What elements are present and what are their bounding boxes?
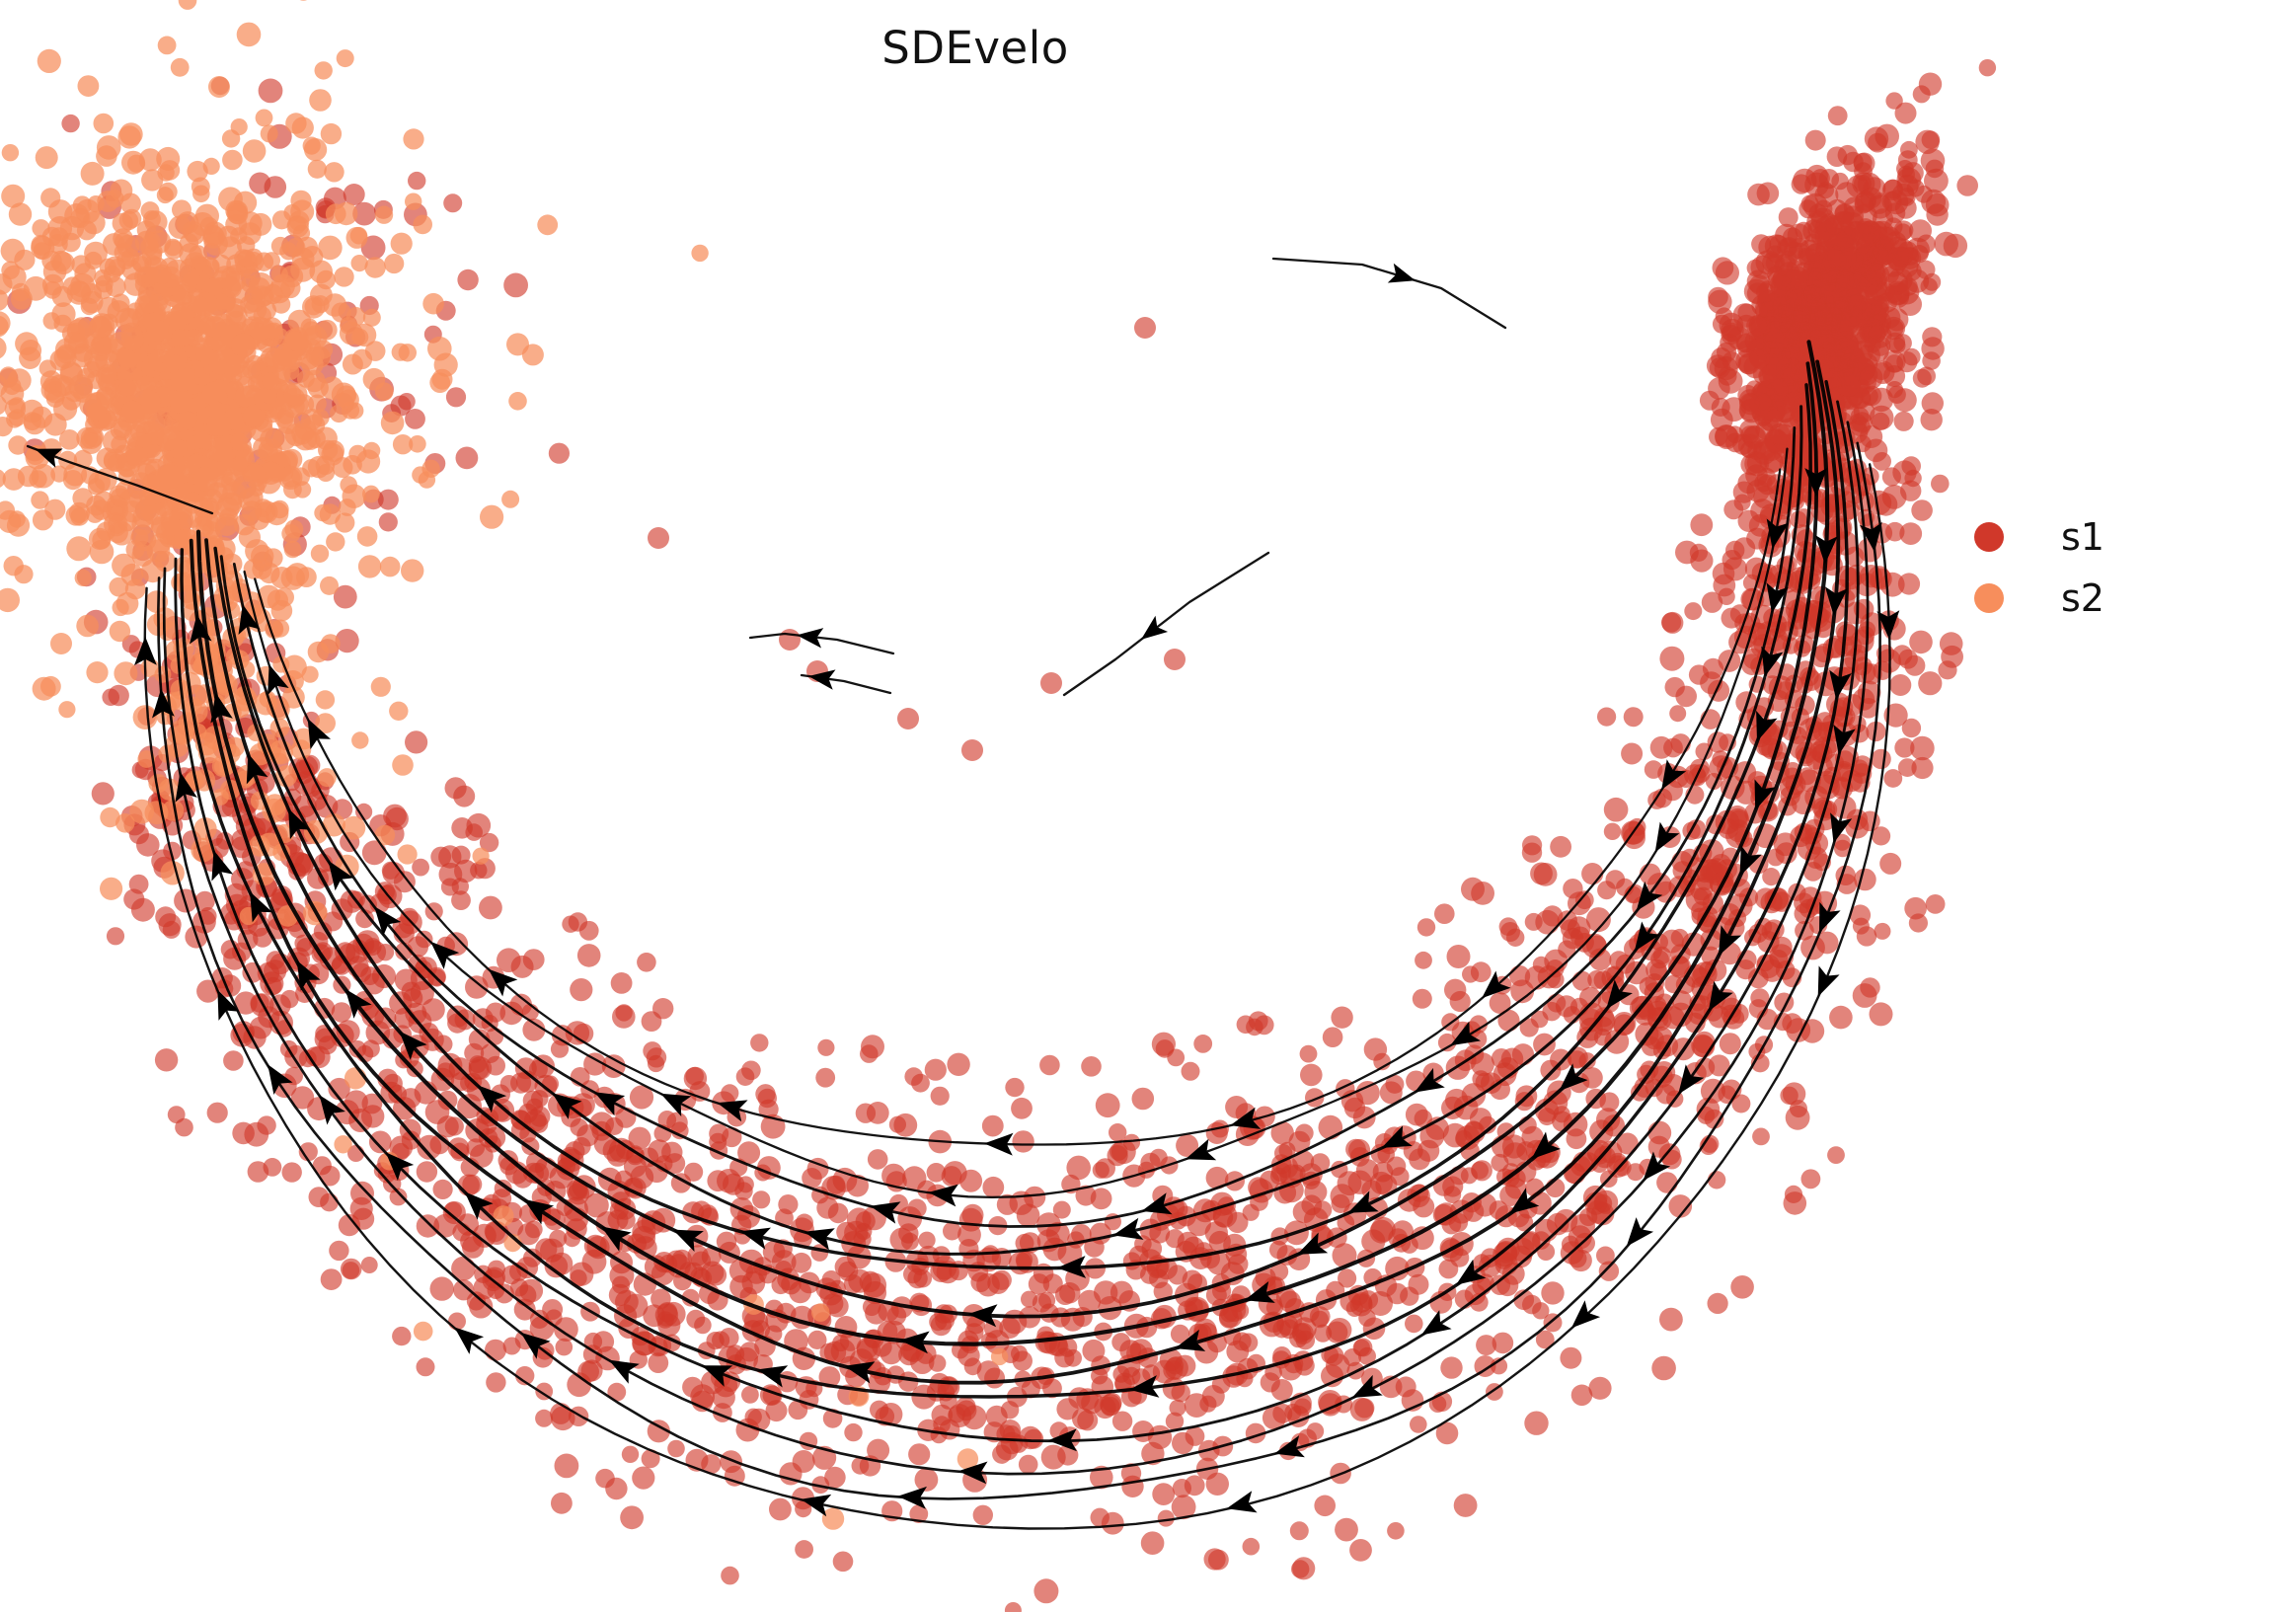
legend-marker-s2 [1974, 583, 2004, 613]
legend-item-s1: s1 [1974, 515, 2105, 559]
chart-title: SDEvelo [881, 22, 1069, 74]
legend-marker-s1 [1974, 522, 2004, 552]
s1-points [0, 58, 1997, 1612]
legend-label-s2: s2 [2061, 576, 2105, 620]
streamline-arrows [35, 263, 1900, 1517]
legend-item-s2: s2 [1974, 576, 2105, 620]
legend: s1 s2 [1974, 515, 2105, 620]
cells-scatter [0, 0, 1997, 1612]
streamlines [26, 257, 1891, 1530]
s2-points [0, 0, 1009, 1530]
legend-label-s1: s1 [2061, 515, 2105, 559]
